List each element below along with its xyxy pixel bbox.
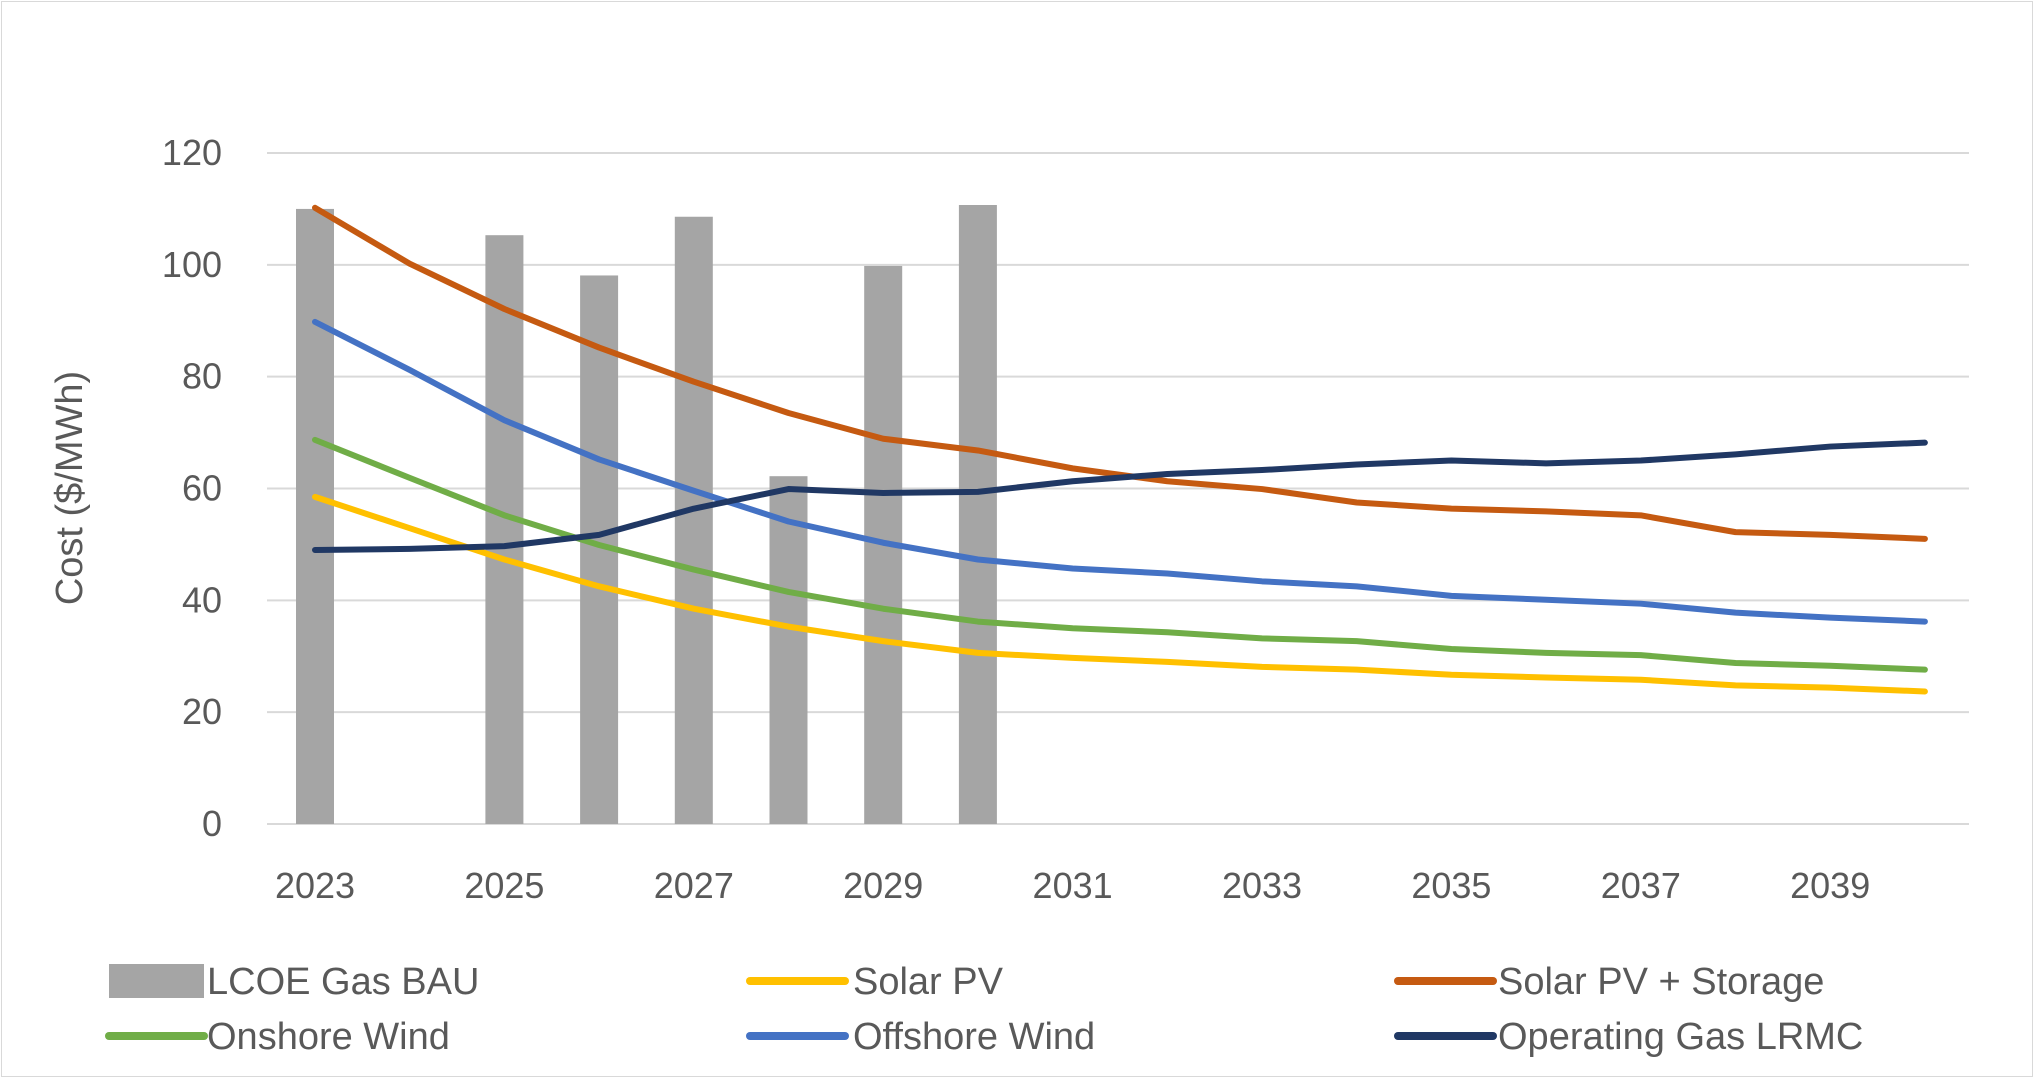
- x-axis-ticks: 2023 2025 2027 2029 2031 2033 2035 2037 2039: [275, 865, 1870, 906]
- x-tick-label: 2031: [1033, 865, 1113, 906]
- x-tick-label: 2037: [1601, 865, 1681, 906]
- legend-label-solar-pv: Solar PV: [853, 961, 1004, 1003]
- y-axis-ticks: 0 20 40 60 80 100 120: [162, 132, 222, 844]
- y-tick-label: 120: [162, 132, 222, 173]
- line-solar-pv: [312, 493, 1928, 695]
- y-tick-label: 0: [202, 803, 222, 844]
- legend-label-onshore-wind: Onshore Wind: [207, 1016, 450, 1058]
- bar-2028: [769, 476, 808, 824]
- bars: [296, 205, 997, 824]
- x-tick-label: 2025: [464, 865, 544, 906]
- legend: LCOE Gas BAU Solar PV Solar PV + Storage On…: [105, 961, 1863, 1058]
- gridlines: [267, 152, 1969, 825]
- x-tick-label: 2035: [1411, 865, 1491, 906]
- x-tick-label: 2039: [1790, 865, 1870, 906]
- x-tick-label: 2033: [1222, 865, 1302, 906]
- line-offshore-wind: [312, 318, 1928, 625]
- legend-label-offshore-wind: Offshore Wind: [853, 1016, 1095, 1058]
- line-onshore-wind: [312, 436, 1928, 673]
- y-tick-label: 100: [162, 244, 222, 285]
- y-tick-label: 60: [182, 468, 222, 509]
- x-tick-label: 2023: [275, 865, 355, 906]
- bar-2023: [296, 208, 334, 824]
- bar-2030: [958, 205, 997, 824]
- bar-2025: [485, 235, 524, 824]
- legend-label-solar-pv-storage: Solar PV + Storage: [1498, 961, 1824, 1003]
- y-tick-label: 20: [182, 691, 222, 732]
- y-tick-label: 40: [182, 579, 222, 620]
- legend-label-lcoe-gas-bau: LCOE Gas BAU: [207, 961, 479, 1003]
- legend-swatch-lcoe-gas-bau: [109, 964, 204, 998]
- y-axis-label: Cost ($/MWh): [49, 371, 91, 605]
- legend-label-operating-gas-lrmc: Operating Gas LRMC: [1498, 1016, 1863, 1058]
- x-tick-label: 2029: [843, 865, 923, 906]
- bar-2027: [674, 216, 713, 824]
- lines: [312, 204, 1928, 695]
- y-tick-label: 80: [182, 356, 222, 397]
- x-tick-label: 2027: [654, 865, 734, 906]
- line-operating-gas-lrmc: [312, 439, 1928, 554]
